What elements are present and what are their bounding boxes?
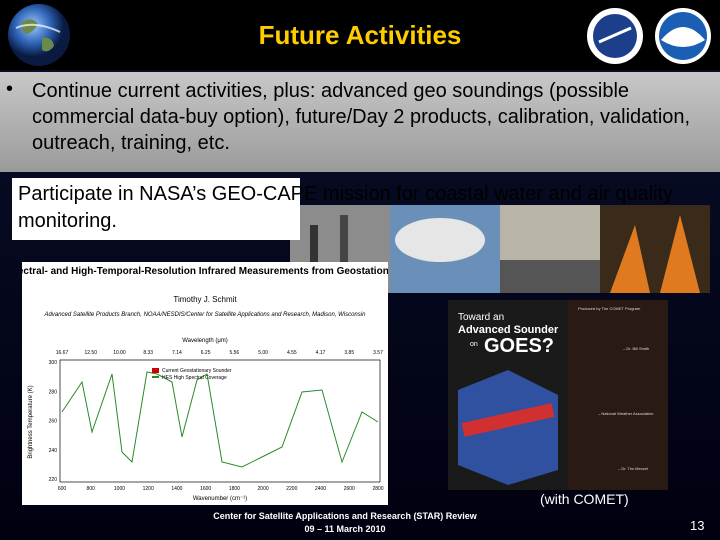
slide-title: Future Activities [258, 20, 462, 50]
wavelength-tick: 6.25 [201, 350, 211, 356]
brochure-quote: – National Weather Association [598, 411, 654, 416]
plot-x-tick: 1000 [114, 486, 125, 492]
plot-y-tick: 280 [49, 389, 58, 395]
plot-x-tick: 2200 [286, 486, 297, 492]
plot-y-tick: 240 [49, 448, 58, 454]
plot-y-tick: 260 [49, 419, 58, 425]
wavelength-tick: 12.50 [84, 350, 97, 356]
plot-y-label: Brightness Temperature (K) [28, 385, 34, 458]
wavelength-tick: 8.33 [143, 350, 153, 356]
caption: (with COMET) [540, 491, 629, 507]
plot-x-tick: 800 [87, 486, 96, 492]
brochure-image: Toward an Advanced Sounder on GOES? Prod… [448, 300, 668, 490]
bullet-text: Continue current activities, plus: advan… [32, 80, 691, 154]
brochure-producer: Produced by The COMET Program [578, 306, 641, 311]
callout-box [12, 178, 300, 240]
plot-x-tick: 1400 [171, 486, 182, 492]
paper-author: Timothy J. Schmit [173, 295, 237, 304]
plot-top-axis: Wavelength (μm) [182, 338, 228, 344]
plot-y-tick: 300 [49, 360, 58, 366]
footer-line: Center for Satellite Applications and Re… [213, 511, 477, 521]
wavelength-tick: 4.17 [316, 350, 326, 356]
callout-text: Participate in NASA’s GEO-CAPE mission f… [18, 183, 674, 232]
wavelength-tick: 4.55 [287, 350, 297, 356]
brochure-quote: – Dr. Bill Smith [623, 346, 649, 351]
plot-x-tick: 1800 [229, 486, 240, 492]
plot-x-tick: 600 [58, 486, 67, 492]
plot-y-tick: 220 [49, 477, 58, 483]
wavelength-tick: 5.00 [258, 350, 268, 356]
agency-logos [587, 8, 711, 64]
plot-x-tick: 2400 [315, 486, 326, 492]
legend-swatch [152, 368, 159, 373]
bullet-marker: • [6, 78, 14, 100]
footer-line: 09 – 11 March 2010 [304, 524, 386, 534]
paper-affiliation: Advanced Satellite Products Branch, NOAA… [44, 312, 367, 318]
plot-x-tick: 2000 [258, 486, 269, 492]
legend-entry: HES High Spectral Coverage [162, 375, 227, 381]
plot-x-tick: 2800 [372, 486, 383, 492]
wavelength-tick: 5.56 [229, 350, 239, 356]
wavelength-tick: 10.00 [113, 350, 126, 356]
wavelength-tick: 16.67 [56, 350, 69, 356]
page-number: 13 [690, 518, 705, 533]
footer: Center for Satellite Applications and Re… [150, 510, 540, 536]
brochure-text: Toward an [458, 312, 504, 323]
paper-image: High-Spectral- and High-Temporal-Resolut… [22, 262, 388, 505]
brochure-quote: – Dr. Tim Menzel [618, 466, 648, 471]
wavelength-tick: 3.85 [344, 350, 354, 356]
plot-x-tick: 1200 [143, 486, 154, 492]
brochure-text: on [470, 341, 478, 348]
brochure-text: Advanced Sounder [458, 324, 559, 336]
globe-icon [8, 4, 70, 66]
plot-x-label: Wavenumber (cm⁻¹) [193, 496, 247, 502]
spectrum-curve [61, 371, 379, 468]
paper-title: High-Spectral- and High-Temporal-Resolut… [22, 266, 388, 277]
plot-frame [59, 359, 381, 483]
plot-x-tick: 2600 [344, 486, 355, 492]
legend-entry: Current Geostationary Sounder [162, 368, 232, 374]
brochure-text: GOES? [484, 335, 554, 357]
wavelength-tick: 7.14 [172, 350, 182, 356]
bullet-band [0, 72, 720, 172]
plot-x-tick: 1600 [200, 486, 211, 492]
wavelength-tick: 3.57 [373, 350, 383, 356]
legend-swatch [152, 376, 159, 378]
